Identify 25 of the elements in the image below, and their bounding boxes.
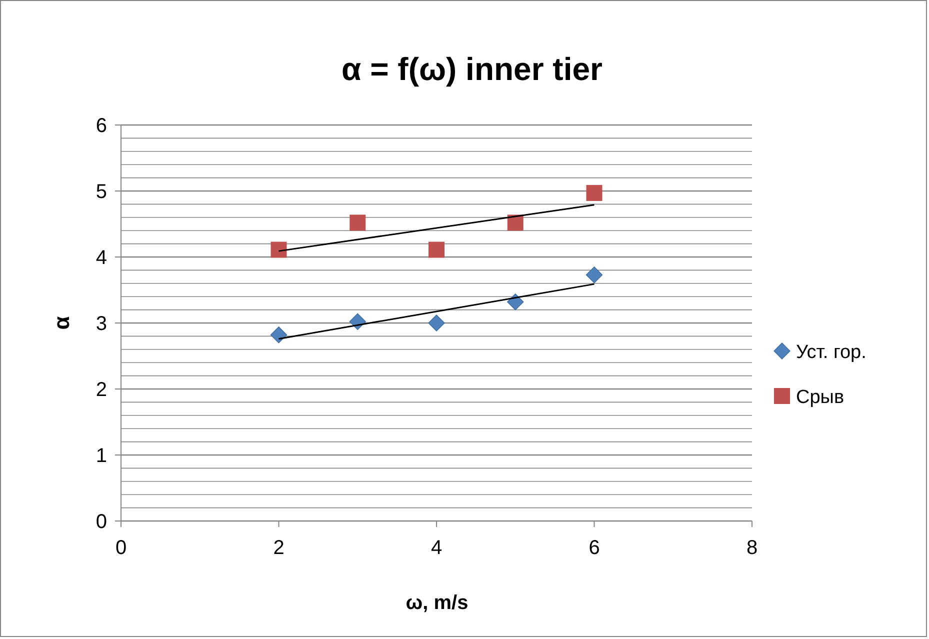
point [428,314,445,332]
x-tick-label: 6 [588,537,600,559]
x-tick-label: 0 [115,537,127,559]
y-tick-label: 2 [96,379,107,401]
point [270,242,287,258]
y-tick-label: 3 [96,313,107,335]
y-tick-label: 0 [96,511,107,533]
y-tick-label: 6 [96,115,107,137]
legend-label: Уст. гор. [796,342,866,363]
point [586,266,603,284]
point [586,184,602,201]
point [270,326,288,344]
y-tick-label: 1 [96,445,107,467]
chart-title: α = f(ω) inner tier [342,51,602,87]
x-tick-label: 2 [273,537,284,559]
y-tick-label: 4 [96,247,107,269]
legend-label: Срыв [796,387,844,408]
point [350,214,366,231]
y-axis-title: α [49,316,74,330]
x-axis-title: ω, m/s [406,592,468,614]
y-tick-label: 5 [96,181,107,203]
x-tick-label: 4 [430,537,442,559]
point [428,242,444,258]
x-tick-label: 8 [746,537,758,559]
point [507,214,524,231]
